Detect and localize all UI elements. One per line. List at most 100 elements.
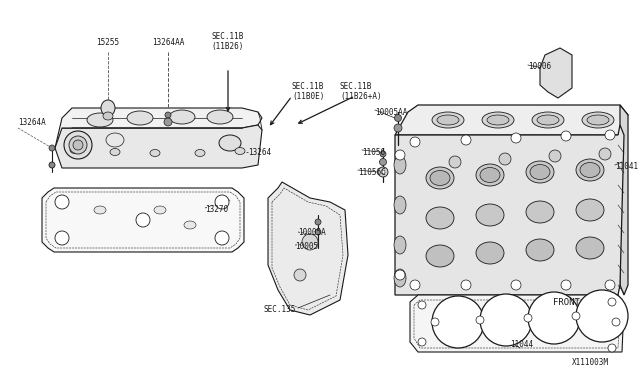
Circle shape <box>394 115 401 122</box>
Ellipse shape <box>526 201 554 223</box>
Circle shape <box>561 131 571 141</box>
Ellipse shape <box>394 156 406 174</box>
Circle shape <box>524 314 532 322</box>
Circle shape <box>394 124 402 132</box>
Circle shape <box>608 298 616 306</box>
Text: SEC.135: SEC.135 <box>263 305 296 314</box>
Circle shape <box>165 112 171 118</box>
Circle shape <box>549 150 561 162</box>
Ellipse shape <box>532 112 564 128</box>
Ellipse shape <box>154 206 166 214</box>
Polygon shape <box>268 182 348 315</box>
Text: 13264AA: 13264AA <box>152 38 184 47</box>
Circle shape <box>461 280 471 290</box>
Circle shape <box>608 344 616 352</box>
Ellipse shape <box>106 133 124 147</box>
Circle shape <box>55 195 69 209</box>
Circle shape <box>315 219 321 225</box>
Polygon shape <box>395 125 624 295</box>
Text: 10005AA: 10005AA <box>375 108 408 117</box>
Circle shape <box>418 301 426 309</box>
Polygon shape <box>395 105 628 135</box>
Circle shape <box>431 318 439 326</box>
Text: (11B26): (11B26) <box>212 42 244 51</box>
Ellipse shape <box>207 110 233 124</box>
Circle shape <box>576 290 628 342</box>
Text: SEC.11B: SEC.11B <box>340 82 372 91</box>
Polygon shape <box>55 125 262 168</box>
Ellipse shape <box>482 112 514 128</box>
Ellipse shape <box>526 161 554 183</box>
Ellipse shape <box>537 115 559 125</box>
Circle shape <box>432 296 484 348</box>
Circle shape <box>599 148 611 160</box>
Circle shape <box>294 269 306 281</box>
Circle shape <box>511 133 521 143</box>
Circle shape <box>378 167 388 177</box>
Circle shape <box>302 234 318 250</box>
Circle shape <box>164 118 172 126</box>
Ellipse shape <box>235 148 245 154</box>
Circle shape <box>49 145 55 151</box>
Ellipse shape <box>127 111 153 125</box>
Text: 13264A: 13264A <box>18 118 45 127</box>
Ellipse shape <box>426 207 454 229</box>
Ellipse shape <box>580 163 600 177</box>
Polygon shape <box>42 188 244 252</box>
Circle shape <box>499 153 511 165</box>
Ellipse shape <box>487 115 509 125</box>
Ellipse shape <box>576 199 604 221</box>
Polygon shape <box>55 108 262 148</box>
Circle shape <box>511 280 521 290</box>
Ellipse shape <box>476 164 504 186</box>
Ellipse shape <box>184 221 196 229</box>
Circle shape <box>605 280 615 290</box>
Ellipse shape <box>110 148 120 155</box>
Ellipse shape <box>394 269 406 287</box>
Circle shape <box>449 156 461 168</box>
Text: SEC.11B: SEC.11B <box>292 82 324 91</box>
Ellipse shape <box>195 150 205 157</box>
Polygon shape <box>410 295 624 352</box>
Circle shape <box>73 140 83 150</box>
Text: 15255: 15255 <box>97 38 120 47</box>
Circle shape <box>528 292 580 344</box>
Circle shape <box>480 294 532 346</box>
Circle shape <box>612 318 620 326</box>
Text: 11044: 11044 <box>510 340 533 349</box>
Ellipse shape <box>169 110 195 124</box>
Circle shape <box>215 231 229 245</box>
Ellipse shape <box>576 237 604 259</box>
Ellipse shape <box>426 245 454 267</box>
Ellipse shape <box>103 112 113 120</box>
Ellipse shape <box>476 242 504 264</box>
Circle shape <box>55 231 69 245</box>
Ellipse shape <box>150 150 160 157</box>
Text: 11041: 11041 <box>615 162 638 171</box>
Ellipse shape <box>94 206 106 214</box>
Text: 11056C: 11056C <box>358 168 386 177</box>
Circle shape <box>395 270 405 280</box>
Circle shape <box>476 316 484 324</box>
Circle shape <box>605 130 615 140</box>
Ellipse shape <box>70 147 80 154</box>
Circle shape <box>410 280 420 290</box>
Ellipse shape <box>480 167 500 183</box>
Ellipse shape <box>587 115 609 125</box>
Text: 13264: 13264 <box>248 148 271 157</box>
Ellipse shape <box>101 100 115 116</box>
Text: FRONT: FRONT <box>553 298 580 307</box>
Text: 10005A: 10005A <box>298 228 326 237</box>
Ellipse shape <box>432 112 464 128</box>
Ellipse shape <box>219 135 241 151</box>
Ellipse shape <box>430 170 450 186</box>
Ellipse shape <box>87 113 113 127</box>
Ellipse shape <box>530 164 550 180</box>
Circle shape <box>315 229 321 235</box>
Circle shape <box>136 213 150 227</box>
Text: 10005: 10005 <box>295 242 318 251</box>
Ellipse shape <box>426 167 454 189</box>
Circle shape <box>410 137 420 147</box>
Circle shape <box>215 195 229 209</box>
Text: 11056: 11056 <box>362 148 385 157</box>
